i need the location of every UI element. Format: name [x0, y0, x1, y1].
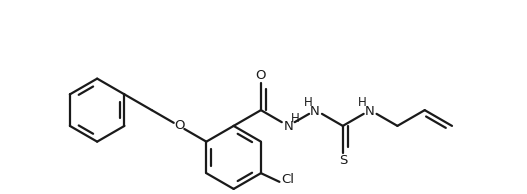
- Text: N: N: [310, 105, 319, 118]
- Text: Cl: Cl: [282, 173, 295, 186]
- Text: O: O: [174, 119, 184, 132]
- Text: N: N: [284, 120, 294, 133]
- Text: N: N: [364, 105, 374, 118]
- Text: O: O: [256, 69, 266, 82]
- Text: H: H: [304, 96, 313, 109]
- Text: H: H: [358, 96, 367, 109]
- Text: H: H: [291, 112, 300, 125]
- Text: S: S: [339, 154, 347, 167]
